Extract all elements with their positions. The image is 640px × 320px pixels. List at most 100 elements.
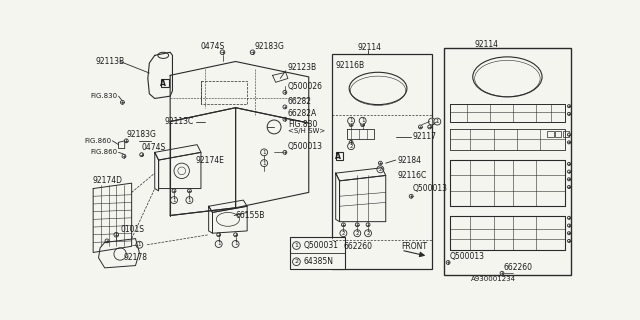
Text: <S/H SW>: <S/H SW> <box>288 128 325 134</box>
Text: 92174D: 92174D <box>92 176 122 185</box>
Bar <box>289 237 345 269</box>
Circle shape <box>172 189 176 193</box>
Text: 1: 1 <box>262 150 266 155</box>
Text: 1: 1 <box>262 161 266 166</box>
Text: 92114: 92114 <box>357 43 381 52</box>
Text: 92113B: 92113B <box>95 57 125 66</box>
Circle shape <box>234 233 237 237</box>
Ellipse shape <box>473 57 542 97</box>
Text: FIG.830: FIG.830 <box>91 93 118 99</box>
Circle shape <box>186 196 193 204</box>
Text: 2: 2 <box>349 144 353 149</box>
Text: 92184: 92184 <box>397 156 421 164</box>
Circle shape <box>260 160 268 167</box>
Text: 92183G: 92183G <box>126 130 156 139</box>
Circle shape <box>232 241 239 247</box>
Circle shape <box>434 118 441 125</box>
Circle shape <box>568 186 570 188</box>
Circle shape <box>365 230 371 237</box>
Text: Q500013: Q500013 <box>288 142 323 151</box>
Circle shape <box>355 223 359 227</box>
Text: 662260: 662260 <box>504 263 532 272</box>
Text: 1: 1 <box>217 242 220 246</box>
Circle shape <box>568 232 570 235</box>
Circle shape <box>250 50 255 55</box>
Circle shape <box>377 166 384 173</box>
Circle shape <box>120 100 124 104</box>
Text: 66282: 66282 <box>288 97 312 106</box>
Text: 66155B: 66155B <box>236 211 265 220</box>
Circle shape <box>178 167 186 175</box>
Circle shape <box>409 194 413 198</box>
Text: 2: 2 <box>366 231 370 236</box>
Text: Q500013: Q500013 <box>450 252 484 261</box>
Text: FIG.860: FIG.860 <box>84 138 112 144</box>
Bar <box>444 48 570 275</box>
Circle shape <box>122 154 126 158</box>
Circle shape <box>283 150 287 154</box>
Ellipse shape <box>158 52 168 59</box>
Text: Q500013: Q500013 <box>413 184 448 193</box>
Text: 1: 1 <box>430 119 434 124</box>
Text: 92178: 92178 <box>124 253 148 262</box>
Circle shape <box>220 50 225 55</box>
Circle shape <box>349 123 353 127</box>
Circle shape <box>378 161 382 165</box>
Ellipse shape <box>349 72 407 105</box>
Text: FRONT: FRONT <box>401 242 427 251</box>
Circle shape <box>568 170 570 173</box>
Text: 0474S: 0474S <box>201 42 225 51</box>
Text: 1: 1 <box>349 118 353 123</box>
Circle shape <box>568 112 570 116</box>
Circle shape <box>267 120 281 134</box>
Text: 0101S: 0101S <box>120 225 144 234</box>
Text: 66282A: 66282A <box>288 109 317 118</box>
Text: 1: 1 <box>138 242 141 247</box>
Text: A: A <box>160 79 166 88</box>
Text: 1: 1 <box>188 197 191 203</box>
Circle shape <box>568 178 570 181</box>
Circle shape <box>124 139 128 143</box>
Text: 2: 2 <box>355 231 359 236</box>
Circle shape <box>446 260 450 264</box>
Circle shape <box>500 271 504 275</box>
Text: 92174E: 92174E <box>196 156 225 164</box>
Circle shape <box>568 141 570 144</box>
Text: 92113C: 92113C <box>164 117 194 126</box>
Text: 0474S: 0474S <box>141 143 166 152</box>
Circle shape <box>292 242 300 249</box>
Text: Q500026: Q500026 <box>288 82 323 91</box>
Circle shape <box>140 153 143 156</box>
Text: 662260: 662260 <box>344 242 372 251</box>
Text: FIG.860: FIG.860 <box>91 149 118 156</box>
Circle shape <box>114 232 118 237</box>
Text: 1: 1 <box>234 242 237 246</box>
Circle shape <box>419 125 422 129</box>
Text: 92123B: 92123B <box>288 63 317 72</box>
Circle shape <box>354 230 361 237</box>
Circle shape <box>217 233 221 237</box>
Circle shape <box>114 248 126 260</box>
Circle shape <box>283 105 287 109</box>
Text: Q500031: Q500031 <box>303 241 339 250</box>
Text: 2: 2 <box>379 167 382 172</box>
Bar <box>336 152 344 160</box>
Text: 1: 1 <box>361 118 364 123</box>
Circle shape <box>568 216 570 219</box>
Text: 92116B: 92116B <box>336 61 365 70</box>
Text: 2: 2 <box>342 231 345 236</box>
Bar <box>332 54 432 269</box>
Bar <box>161 79 168 87</box>
Circle shape <box>174 163 189 179</box>
Circle shape <box>568 133 570 136</box>
Bar <box>547 131 554 137</box>
Circle shape <box>348 143 355 150</box>
Bar <box>201 81 247 104</box>
Circle shape <box>568 105 570 108</box>
Circle shape <box>429 118 435 125</box>
Text: 1: 1 <box>436 119 439 124</box>
Circle shape <box>283 90 287 94</box>
Circle shape <box>428 125 431 129</box>
Text: 92114: 92114 <box>474 40 499 49</box>
Circle shape <box>568 162 570 165</box>
